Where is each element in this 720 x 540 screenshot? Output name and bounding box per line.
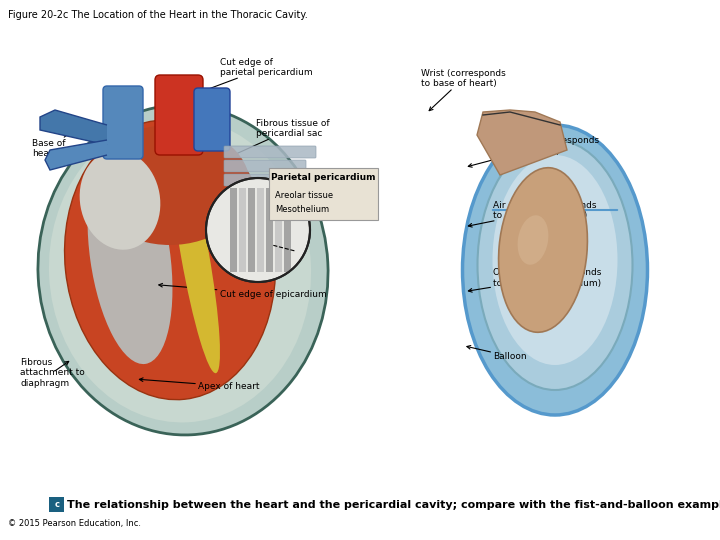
Bar [230, 188, 237, 272]
FancyBboxPatch shape [224, 146, 316, 158]
FancyBboxPatch shape [224, 160, 306, 172]
FancyBboxPatch shape [269, 168, 377, 220]
FancyBboxPatch shape [103, 86, 143, 159]
Ellipse shape [462, 125, 647, 415]
Circle shape [206, 178, 310, 282]
Ellipse shape [518, 215, 549, 265]
Text: Fibrous
attachment to
diaphragm: Fibrous attachment to diaphragm [20, 357, 85, 388]
Bar [266, 188, 273, 272]
Bar [275, 188, 282, 272]
FancyBboxPatch shape [194, 88, 230, 151]
Text: Cut edge of epicardium: Cut edge of epicardium [159, 284, 326, 299]
Ellipse shape [38, 105, 328, 435]
FancyBboxPatch shape [224, 174, 296, 186]
Text: Balloon: Balloon [467, 346, 527, 361]
PathPatch shape [40, 110, 107, 145]
Text: Apex of heart: Apex of heart [140, 378, 259, 390]
Text: Inner wall (corresponds
to epicardium): Inner wall (corresponds to epicardium) [468, 136, 599, 167]
PathPatch shape [45, 140, 107, 170]
Text: © 2015 Pearson Education, Inc.: © 2015 Pearson Education, Inc. [8, 519, 141, 528]
Text: Fibrous tissue of
pericardial sac: Fibrous tissue of pericardial sac [204, 119, 329, 168]
Ellipse shape [80, 150, 161, 249]
Text: Base of
heart: Base of heart [32, 129, 75, 158]
Text: Cut edge of
parietal pericardium: Cut edge of parietal pericardium [173, 58, 312, 103]
Bar [239, 188, 246, 272]
PathPatch shape [477, 110, 567, 175]
Bar [248, 188, 255, 272]
Ellipse shape [49, 118, 311, 422]
Ellipse shape [90, 125, 250, 245]
Bar [284, 188, 291, 272]
Text: Outer wall (corresponds
to parietal pericardium): Outer wall (corresponds to parietal peri… [469, 268, 602, 292]
FancyBboxPatch shape [50, 497, 64, 512]
FancyBboxPatch shape [155, 75, 203, 155]
Text: The relationship between the heart and the pericardial cavity; compare with the : The relationship between the heart and t… [68, 500, 720, 510]
Text: Figure 20-2c The Location of the Heart in the Thoracic Cavity.: Figure 20-2c The Location of the Heart i… [8, 10, 307, 20]
Ellipse shape [498, 168, 588, 332]
Ellipse shape [477, 140, 632, 390]
Text: Wrist (corresponds
to base of heart): Wrist (corresponds to base of heart) [421, 69, 506, 111]
Text: c: c [55, 501, 60, 509]
Text: Parietal pericardium: Parietal pericardium [271, 173, 376, 182]
Bar [257, 188, 264, 272]
Text: Mesothelium: Mesothelium [275, 205, 329, 214]
Ellipse shape [492, 155, 618, 365]
Text: Areolar tissue: Areolar tissue [275, 191, 333, 200]
Ellipse shape [65, 120, 276, 400]
Ellipse shape [88, 146, 173, 364]
Text: Air space (corresponds
to pericardial cavity): Air space (corresponds to pericardial ca… [468, 201, 597, 227]
Ellipse shape [170, 137, 220, 373]
